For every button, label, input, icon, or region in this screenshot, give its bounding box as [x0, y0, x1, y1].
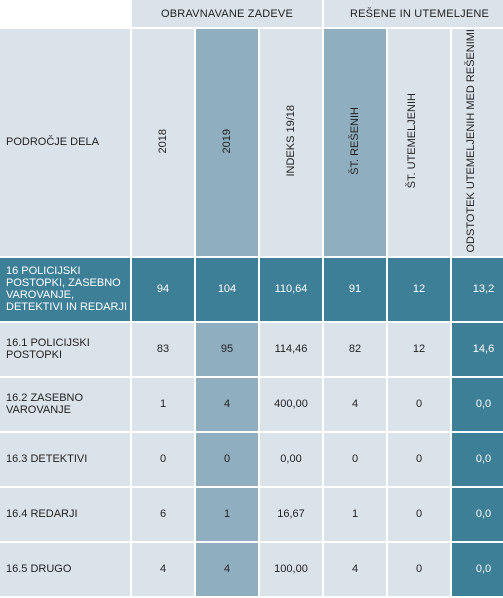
row-label: 16.4 REDARJI — [0, 487, 130, 541]
cell-2019: 4 — [196, 377, 258, 431]
cell-index: 114,46 — [260, 322, 322, 376]
col-2018: 2018 — [132, 29, 194, 256]
cell-index: 400,00 — [260, 377, 322, 431]
table-row: 16.3 DETEKTIVI 0 0 0,00 0 0 0,0 — [0, 432, 503, 486]
empty-corner — [0, 0, 130, 27]
cell-2018: 6 — [132, 487, 194, 541]
col-index: INDEKS 19/18 — [260, 29, 322, 256]
cell-justified: 0 — [388, 542, 450, 596]
table-row: 16.5 DRUGO 4 4 100,00 4 0 0,0 — [0, 542, 503, 596]
col-percent: ODSTOTEK UTEMELJENIH MED REŠENIMI — [452, 29, 503, 256]
cell-index: 0,00 — [260, 432, 322, 486]
cell-justified: 0 — [388, 377, 450, 431]
cell-index: 110,64 — [260, 257, 322, 321]
cell-percent: 0,0 — [452, 432, 503, 486]
cell-justified: 12 — [388, 257, 450, 321]
cell-2019: 1 — [196, 487, 258, 541]
col-2019: 2019 — [196, 29, 258, 256]
cell-index: 16,67 — [260, 487, 322, 541]
row-label: 16 POLICIJSKI POSTOPKI, ZASEBNO VAROVANJ… — [0, 257, 130, 321]
table-row: 16.2 ZASEBNO VAROVANJE 1 4 400,00 4 0 0,… — [0, 377, 503, 431]
cell-2019: 4 — [196, 542, 258, 596]
cell-resolved: 4 — [324, 377, 386, 431]
group-header-handled: OBRAVNAVANE ZADEVE — [132, 0, 322, 27]
cell-2018: 0 — [132, 432, 194, 486]
table-row: 16.1 POLICIJSKI POSTOPKI 83 95 114,46 82… — [0, 322, 503, 376]
col-justified: ŠT. UTEMELJENIH — [388, 29, 450, 256]
cell-percent: 0,0 — [452, 487, 503, 541]
cell-2018: 4 — [132, 542, 194, 596]
col-resolved: ŠT. REŠENIH — [324, 29, 386, 256]
table-row: 16.4 REDARJI 6 1 16,67 1 0 0,0 — [0, 487, 503, 541]
row-label: 16.5 DRUGO — [0, 542, 130, 596]
cell-resolved: 82 — [324, 322, 386, 376]
cell-percent: 0,0 — [452, 542, 503, 596]
cell-2018: 94 — [132, 257, 194, 321]
row-label: 16.3 DETEKTIVI — [0, 432, 130, 486]
cell-2019: 0 — [196, 432, 258, 486]
table-row: 16 POLICIJSKI POSTOPKI, ZASEBNO VAROVANJ… — [0, 257, 503, 321]
group-header-resolved: REŠENE IN UTEMELJENE — [324, 0, 503, 27]
cell-percent: 0,0 — [452, 377, 503, 431]
cell-resolved: 1 — [324, 487, 386, 541]
cell-2018: 83 — [132, 322, 194, 376]
row-label: 16.2 ZASEBNO VAROVANJE — [0, 377, 130, 431]
cell-justified: 0 — [388, 487, 450, 541]
cell-resolved: 91 — [324, 257, 386, 321]
cell-2019: 104 — [196, 257, 258, 321]
area-header: PODROČJE DELA — [0, 29, 130, 256]
cell-resolved: 4 — [324, 542, 386, 596]
cell-justified: 12 — [388, 322, 450, 376]
cell-index: 100,00 — [260, 542, 322, 596]
cell-percent: 14,6 — [452, 322, 503, 376]
cell-2018: 1 — [132, 377, 194, 431]
cell-justified: 0 — [388, 432, 450, 486]
row-label: 16.1 POLICIJSKI POSTOPKI — [0, 322, 130, 376]
cell-resolved: 0 — [324, 432, 386, 486]
cell-percent: 13,2 — [452, 257, 503, 321]
cell-2019: 95 — [196, 322, 258, 376]
